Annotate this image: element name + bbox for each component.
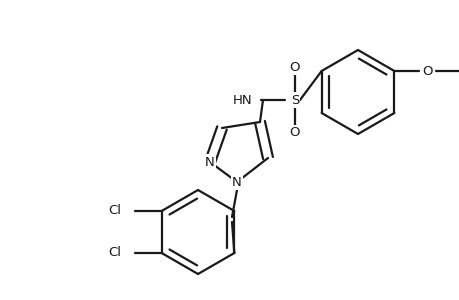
Text: N: N [205,155,214,169]
Text: Cl: Cl [108,205,121,218]
Text: O: O [421,64,431,77]
Text: HN: HN [233,94,252,106]
Text: O: O [289,61,300,74]
Text: N: N [232,176,241,188]
Text: S: S [290,94,298,106]
Text: Cl: Cl [108,247,121,260]
Text: O: O [289,127,300,140]
